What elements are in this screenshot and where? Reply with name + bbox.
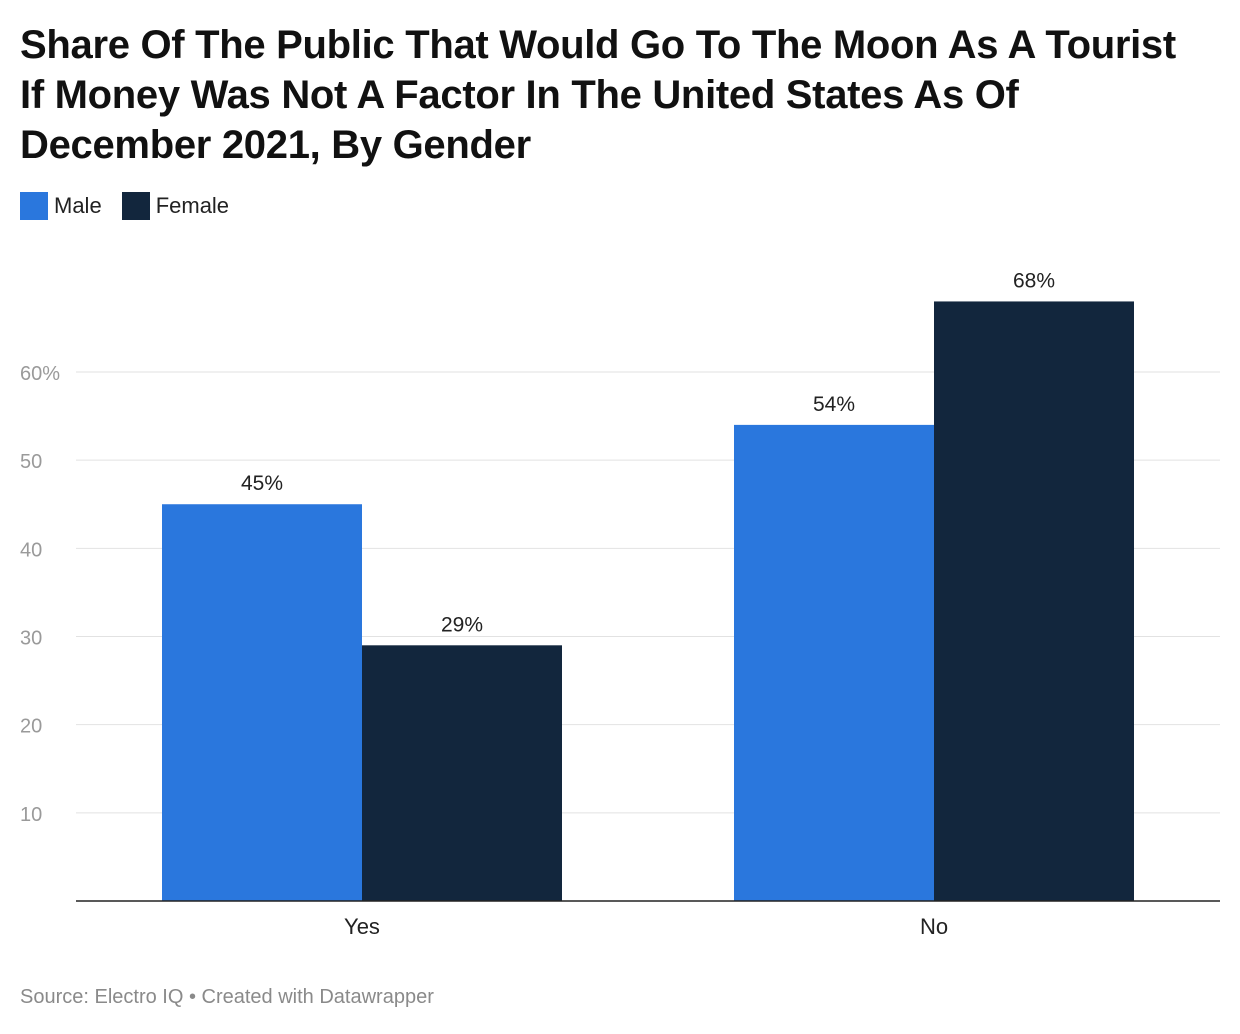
legend-label-female: Female	[155, 193, 230, 218]
y-tick-label: 20	[20, 716, 42, 738]
data-label: 68%	[1013, 269, 1055, 292]
bar-female-no	[934, 301, 1134, 902]
legend-label-male: Male	[54, 193, 102, 218]
data-label: 45%	[241, 472, 283, 495]
x-tick-label: Yes	[344, 914, 380, 939]
y-tick-label: 50	[20, 451, 42, 473]
legend-swatch-female	[121, 192, 150, 220]
legend-item-female: Female	[121, 192, 230, 220]
y-tick-label: 40	[20, 539, 42, 561]
y-tick-label: 10	[20, 804, 42, 826]
bar-female-yes	[362, 645, 562, 901]
chart-title: Share Of The Public That Would Go To The…	[20, 23, 1176, 167]
data-label: 29%	[441, 613, 483, 636]
source-footer: Source: Electro IQ • Created with Datawr…	[20, 986, 434, 1008]
legend-swatch-male	[20, 192, 48, 220]
y-tick-label: 30	[20, 627, 42, 649]
legend-item-male: Male	[20, 192, 102, 220]
x-tick-label: No	[920, 914, 948, 939]
legend: Male Female	[20, 192, 229, 220]
bar-male-no	[734, 424, 934, 901]
data-label: 54%	[813, 393, 855, 416]
y-tick-label: 60%	[20, 363, 60, 385]
bar-male-yes	[162, 504, 362, 901]
